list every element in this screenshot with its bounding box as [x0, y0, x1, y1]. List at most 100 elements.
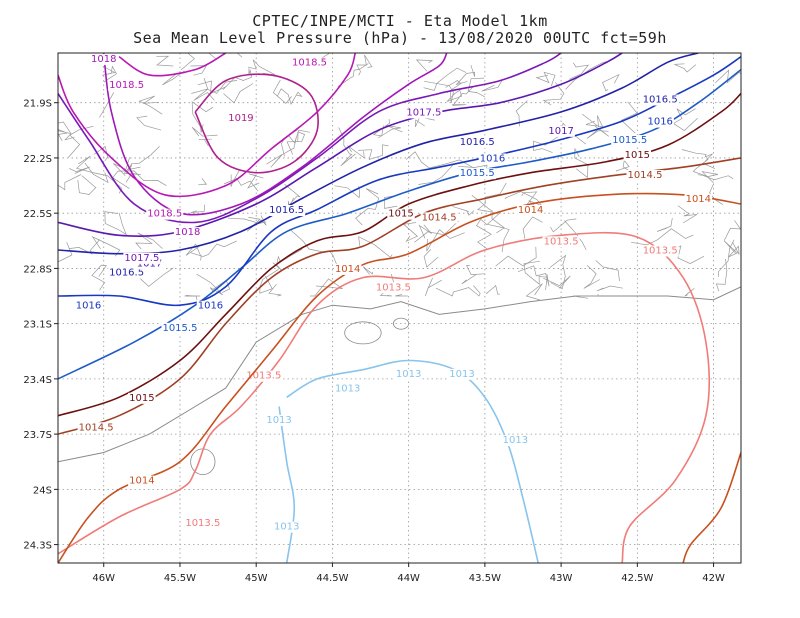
municipal-border: [656, 217, 673, 232]
isobar-label: 1015.5: [612, 135, 647, 146]
municipal-border: [222, 68, 253, 90]
isobar-label: 1015.5: [162, 323, 197, 334]
isobar-label-halo: [268, 204, 306, 216]
municipal-border: [338, 127, 356, 167]
municipal-border: [445, 80, 462, 93]
contour-layer: 1013 1013 1013 1013 1013 1013 1013.5 1013.5 1013…: [58, 53, 741, 563]
isobar-label: 1015: [388, 209, 413, 220]
isobar-label-halo: [516, 204, 545, 216]
lon-tick-label: 42.5W: [621, 573, 653, 584]
municipal-border: [356, 54, 373, 76]
municipal-border: [77, 175, 97, 195]
municipal-border: [84, 162, 109, 184]
isobar-1018-5: [118, 53, 227, 77]
municipal-border: [75, 155, 123, 194]
isobar-label-halo: [448, 368, 476, 380]
isobar-label: 1013.5: [376, 282, 411, 293]
municipal-border: [677, 205, 698, 224]
lat-tick-label: 23.7S: [23, 430, 52, 441]
municipal-border: [395, 294, 408, 297]
municipal-border: [487, 223, 510, 253]
municipal-border: [136, 115, 162, 131]
lon-tick-label: 45W: [245, 573, 268, 584]
isobar-label-halo: [547, 125, 575, 137]
municipal-border: [423, 248, 439, 268]
isobar-label-halo: [478, 153, 507, 165]
municipal-border: [191, 126, 218, 137]
municipal-border: [522, 216, 543, 239]
municipal-border: [574, 148, 589, 179]
municipal-border: [535, 71, 556, 87]
lon-tick-label: 44W: [397, 573, 420, 584]
tick-labels: 46W 45.5W 45W 44.5W 44W 43.5W 43W 42.5W 42W 21.9S…: [23, 99, 725, 584]
isobar-1018: [102, 53, 448, 216]
isobar-label-halo: [641, 94, 679, 106]
municipal-border: [309, 278, 343, 297]
lat-tick-label: 22.5S: [23, 209, 52, 220]
municipal-border: [718, 239, 735, 277]
isobar-label-halo: [387, 208, 415, 220]
municipal-border: [418, 224, 432, 239]
municipal-border: [203, 77, 238, 94]
isobar-label: 1014: [518, 205, 543, 216]
isobar-label-halo: [394, 368, 423, 380]
municipal-border: [358, 236, 393, 258]
isobar-label: 1016: [198, 301, 223, 312]
municipal-border: [723, 220, 741, 241]
isobar-1014-5: [58, 157, 741, 435]
municipal-border: [583, 264, 600, 289]
isobar-1018-5: [58, 53, 357, 198]
isobar-label-halo: [245, 370, 283, 382]
municipal-border: [101, 65, 117, 83]
isobar-1015: [58, 92, 741, 417]
municipal-border: [58, 174, 82, 191]
isobar-1017-5: [58, 53, 562, 224]
municipal-border: [190, 65, 208, 76]
municipal-border: [572, 293, 599, 299]
municipal-border: [709, 184, 724, 205]
isobar-label: 1015.5: [460, 168, 495, 179]
municipal-border: [99, 92, 115, 118]
isobar-label-halo: [641, 245, 679, 257]
municipal-border: [446, 89, 463, 102]
municipal-border: [485, 284, 500, 295]
municipal-border: [549, 254, 567, 290]
isobar-label: 1014.5: [627, 170, 662, 181]
municipal-border: [355, 188, 380, 226]
isobar-label-halo: [108, 79, 146, 91]
municipal-border: [191, 88, 215, 101]
isobar-label-halo: [458, 168, 496, 180]
isobar-label-halo: [77, 422, 115, 434]
municipal-border: [455, 65, 476, 86]
isobar-label: 1018.5: [109, 80, 144, 91]
municipal-border: [378, 124, 403, 139]
municipal-border: [184, 295, 198, 301]
municipal-border: [272, 79, 292, 104]
municipal-border: [91, 236, 121, 257]
lat-tick-label: 22.2S: [23, 154, 52, 165]
isobar-label-halo: [108, 267, 146, 279]
chart-title-line1: CPTEC/INPE/MCTI - Eta Model 1km: [252, 12, 548, 30]
isobar-label: 1013: [335, 384, 360, 395]
isobar-1019: [194, 73, 319, 174]
isobar-label: 1017.5: [406, 107, 441, 118]
isobar-label: 1016: [76, 301, 101, 312]
isobar-label-halo: [374, 282, 412, 294]
isobar-label-halo: [684, 193, 713, 205]
isobar-label: 1013: [396, 369, 421, 380]
municipal-border: [268, 284, 282, 297]
isobar-label: 1017: [137, 258, 162, 269]
isobar-1013: [286, 359, 539, 563]
lon-tick-label: 42W: [702, 573, 725, 584]
municipal-border: [697, 174, 734, 181]
municipal-border: [620, 101, 638, 134]
isobar-label: 1018: [91, 54, 116, 65]
municipal-border: [424, 80, 454, 103]
isobar-label: 1013: [274, 522, 299, 533]
isobar-label: 1016.5: [643, 95, 678, 106]
municipal-border: [517, 265, 550, 287]
municipal-border: [424, 277, 442, 297]
municipal-border: [69, 166, 91, 174]
municipal-border: [418, 164, 454, 185]
municipal-border: [372, 118, 390, 137]
